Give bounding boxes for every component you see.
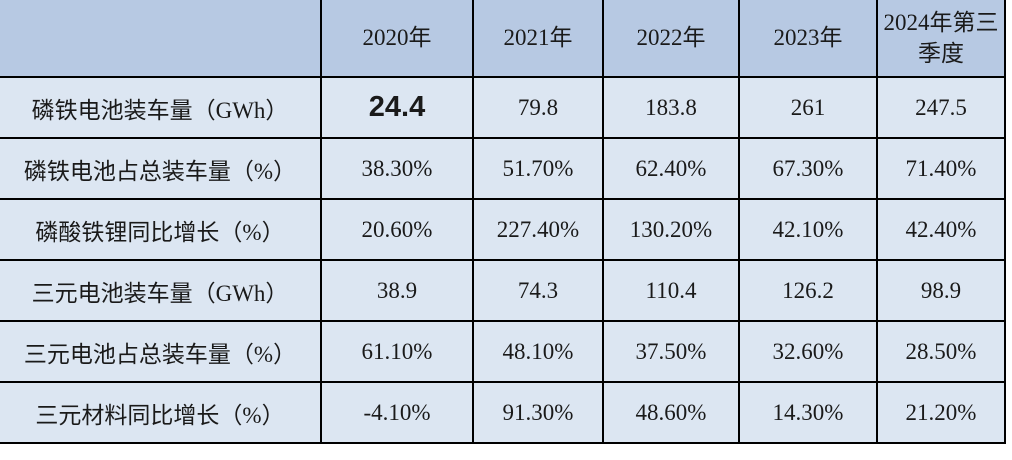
data-cell: 20.60%	[321, 199, 474, 261]
row-label: 磷酸铁锂同比增长（%）	[0, 199, 322, 261]
data-cell: 14.30%	[739, 382, 878, 444]
data-cell: 38.30%	[321, 138, 474, 200]
data-cell: 126.2	[739, 260, 878, 322]
column-header: 2022年	[603, 0, 740, 78]
column-header: 2023年	[739, 0, 878, 78]
data-cell: 247.5	[877, 77, 1006, 139]
data-cell: 42.10%	[739, 199, 878, 261]
data-cell: 61.10%	[321, 321, 474, 383]
data-cell: 28.50%	[877, 321, 1006, 383]
data-cell: 79.8	[473, 77, 604, 139]
row-label: 磷铁电池占总装车量（%）	[0, 138, 322, 200]
table-row: 三元材料同比增长（%） -4.10% 91.30% 48.60% 14.30% 21.20…	[0, 382, 1006, 444]
data-cell: 32.60%	[739, 321, 878, 383]
data-cell: 38.9	[321, 260, 474, 322]
data-cell: 91.30%	[473, 382, 604, 444]
row-label: 三元电池占总装车量（%）	[0, 321, 322, 383]
data-cell: 98.9	[877, 260, 1006, 322]
table-row: 磷铁电池装车量（GWh） 24.4 79.8 183.8 261 247.5	[0, 77, 1006, 139]
data-cell: 21.20%	[877, 382, 1006, 444]
battery-data-table: 2020年 2021年 2022年 2023年 2024年第三季度 磷铁电池装车量（GW…	[0, 0, 1006, 444]
data-cell: 48.10%	[473, 321, 604, 383]
data-cell: 51.70%	[473, 138, 604, 200]
data-cell: -4.10%	[321, 382, 474, 444]
table-row: 三元电池装车量（GWh） 38.9 74.3 110.4 126.2 98.9	[0, 260, 1006, 322]
data-cell: 74.3	[473, 260, 604, 322]
data-cell: 261	[739, 77, 878, 139]
data-cell: 71.40%	[877, 138, 1006, 200]
row-label: 磷铁电池装车量（GWh）	[0, 77, 322, 139]
data-cell: 24.4	[321, 77, 474, 139]
data-cell: 110.4	[603, 260, 740, 322]
data-cell: 37.50%	[603, 321, 740, 383]
column-header: 2021年	[473, 0, 604, 78]
column-header: 2020年	[321, 0, 474, 78]
data-cell: 227.40%	[473, 199, 604, 261]
data-cell: 183.8	[603, 77, 740, 139]
table-row: 磷铁电池占总装车量（%） 38.30% 51.70% 62.40% 67.30% 71.4…	[0, 138, 1006, 200]
table-row: 三元电池占总装车量（%） 61.10% 48.10% 37.50% 32.60% 28.5…	[0, 321, 1006, 383]
data-cell: 62.40%	[603, 138, 740, 200]
data-cell: 42.40%	[877, 199, 1006, 261]
table-row: 磷酸铁锂同比增长（%） 20.60% 227.40% 130.20% 42.10% 42.…	[0, 199, 1006, 261]
header-row: 2020年 2021年 2022年 2023年 2024年第三季度	[0, 0, 1006, 78]
row-label: 三元材料同比增长（%）	[0, 382, 322, 444]
data-cell: 67.30%	[739, 138, 878, 200]
data-cell: 130.20%	[603, 199, 740, 261]
corner-cell	[0, 0, 322, 78]
column-header: 2024年第三季度	[877, 0, 1006, 78]
data-cell: 48.60%	[603, 382, 740, 444]
row-label: 三元电池装车量（GWh）	[0, 260, 322, 322]
